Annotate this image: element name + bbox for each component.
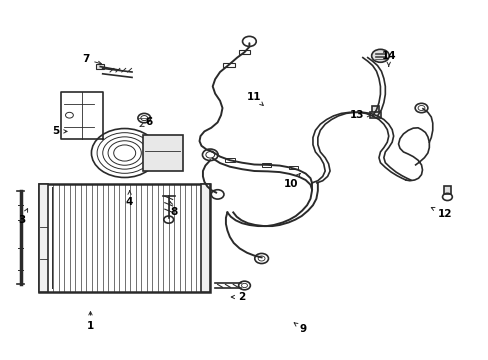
Text: 14: 14 — [381, 51, 395, 66]
Bar — [96, 64, 103, 69]
Bar — [443, 186, 450, 194]
Text: 7: 7 — [81, 54, 101, 64]
Text: 3: 3 — [19, 209, 27, 225]
Bar — [201, 184, 210, 292]
Bar — [39, 184, 210, 292]
Text: 12: 12 — [430, 207, 451, 219]
Text: 13: 13 — [349, 110, 370, 120]
Bar — [223, 63, 234, 67]
Bar — [371, 106, 379, 113]
Text: 6: 6 — [140, 117, 152, 127]
Text: 5: 5 — [53, 126, 67, 136]
Bar — [238, 50, 250, 54]
Bar — [369, 112, 381, 118]
Bar — [142, 135, 183, 171]
Bar — [261, 163, 271, 167]
Circle shape — [371, 49, 388, 62]
Text: 10: 10 — [283, 174, 300, 189]
Bar — [288, 166, 298, 169]
Text: 11: 11 — [246, 92, 263, 105]
Text: 4: 4 — [125, 191, 133, 207]
Bar — [39, 184, 48, 292]
Bar — [224, 158, 234, 162]
Text: 8: 8 — [169, 202, 177, 217]
Text: 9: 9 — [294, 323, 306, 334]
Text: 1: 1 — [87, 312, 94, 331]
Text: 2: 2 — [231, 292, 245, 302]
